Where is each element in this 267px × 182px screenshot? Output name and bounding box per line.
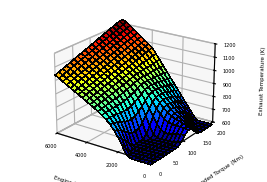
X-axis label: Engine Speed (RPM): Engine Speed (RPM) bbox=[53, 176, 107, 182]
Y-axis label: Commanded Torque (Nm): Commanded Torque (Nm) bbox=[183, 154, 245, 182]
